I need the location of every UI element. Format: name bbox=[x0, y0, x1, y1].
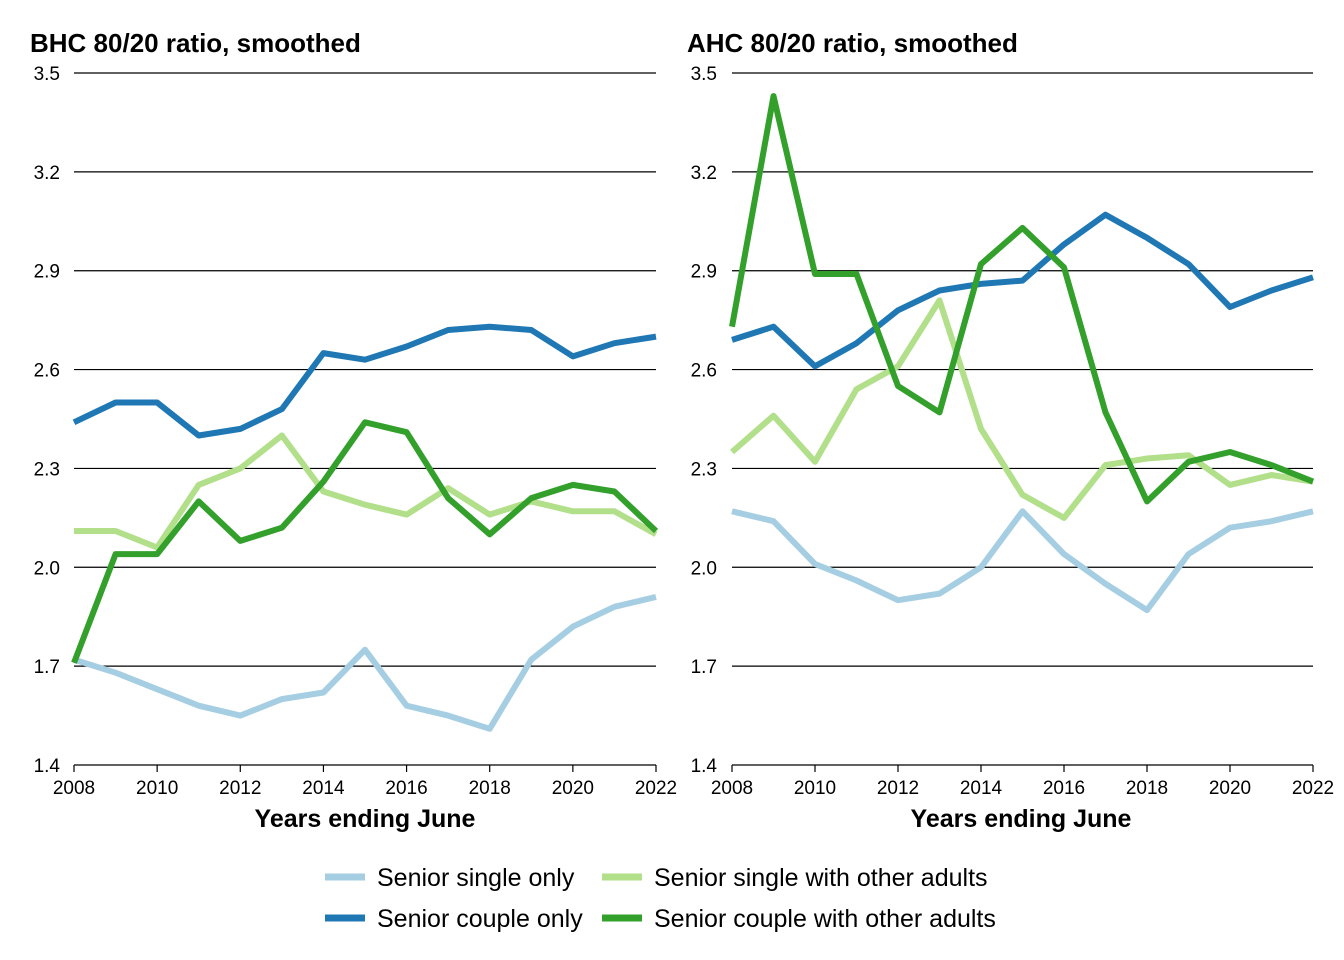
ahc-series-senior-couple-only bbox=[731, 211, 1314, 370]
ahc-y-tick-label: 2.9 bbox=[691, 262, 717, 283]
ahc-x-tick-label: 2022 bbox=[1292, 778, 1334, 799]
ahc-y-tick-label: 2.6 bbox=[691, 361, 717, 382]
bhc-series-lines bbox=[71, 323, 659, 732]
bhc-series-senior-couple-only bbox=[72, 323, 657, 439]
legend: Senior single only Senior single with ot… bbox=[325, 864, 996, 933]
ahc-x-tick-label: 2014 bbox=[960, 778, 1003, 799]
ahc-x-tick-label: 2018 bbox=[1126, 778, 1168, 799]
bhc-y-tick-label: 1.7 bbox=[34, 657, 60, 678]
legend-item-senior-couple-with-other-adults: Senior couple with other adults bbox=[602, 905, 996, 933]
ahc-y-tick-label: 2.0 bbox=[691, 558, 717, 579]
legend-item-senior-single-only: Senior single only bbox=[325, 864, 575, 892]
ahc-y-tick-label: 1.4 bbox=[691, 756, 718, 777]
bhc-x-tick-label: 2022 bbox=[635, 778, 677, 799]
ahc-y-tick-label: 2.3 bbox=[691, 459, 717, 480]
ahc-chart-title: AHC 80/20 ratio, smoothed bbox=[687, 28, 1018, 58]
ahc-x-axis-label: Years ending June bbox=[911, 805, 1132, 833]
legend-label: Senior couple only bbox=[377, 905, 583, 933]
bhc-series-senior-single-with-other-adults bbox=[74, 432, 658, 551]
bhc-chart-title: BHC 80/20 ratio, smoothed bbox=[30, 28, 361, 58]
legend-item-senior-couple-only: Senior couple only bbox=[325, 905, 583, 933]
bhc-y-tick-label: 2.9 bbox=[34, 262, 60, 283]
bhc-y-tick-label: 3.2 bbox=[34, 163, 60, 184]
bhc-y-tick-label: 3.5 bbox=[34, 64, 60, 85]
bhc-series-senior-single-only bbox=[73, 593, 657, 732]
bhc-gridlines bbox=[74, 72, 656, 667]
ahc-x-tick-label: 2020 bbox=[1209, 778, 1251, 799]
ahc-series-lines bbox=[729, 93, 1315, 614]
bhc-x-tick-labels: 2008 2010 2012 2014 2016 2018 2020 2022 bbox=[53, 765, 677, 799]
ahc-x-tick-label: 2008 bbox=[711, 778, 753, 799]
bhc-x-tick-label: 2014 bbox=[302, 778, 345, 799]
bhc-series-senior-couple-with-other-adults bbox=[71, 419, 659, 664]
legend-item-senior-single-with-other-adults: Senior single with other adults bbox=[602, 864, 988, 892]
ahc-gridlines bbox=[732, 72, 1313, 667]
ahc-chart: AHC 80/20 ratio, smoothed 3.5 3.2 2.9 2.6 2.… bbox=[687, 28, 1334, 833]
ahc-series-senior-single-only bbox=[731, 508, 1314, 614]
ahc-y-tick-label: 1.7 bbox=[691, 657, 717, 678]
ahc-y-tick-label: 3.2 bbox=[691, 163, 717, 184]
ahc-x-tick-label: 2012 bbox=[877, 778, 919, 799]
ahc-x-tick-label: 2010 bbox=[794, 778, 836, 799]
bhc-x-axis-label: Years ending June bbox=[255, 805, 476, 833]
bhc-y-tick-label: 2.6 bbox=[34, 361, 60, 382]
bhc-x-tick-label: 2016 bbox=[385, 778, 427, 799]
ahc-series-senior-single-with-other-adults bbox=[730, 297, 1314, 521]
bhc-chart: BHC 80/20 ratio, smoothed 3.5 3.2 2.9 2.6 2.… bbox=[30, 28, 677, 833]
legend-label: Senior single only bbox=[377, 864, 575, 892]
bhc-x-tick-label: 2020 bbox=[552, 778, 594, 799]
bhc-y-tick-labels: 3.5 3.2 2.9 2.6 2.3 2.0 1.7 1.4 bbox=[34, 64, 61, 777]
ahc-x-tick-label: 2016 bbox=[1043, 778, 1085, 799]
bhc-x-tick-label: 2010 bbox=[136, 778, 178, 799]
bhc-x-tick-label: 2008 bbox=[53, 778, 95, 799]
ahc-x-tick-labels: 2008 2010 2012 2014 2016 2018 2020 2022 bbox=[711, 765, 1334, 799]
ahc-y-tick-label: 3.5 bbox=[691, 64, 717, 85]
bhc-y-tick-label: 1.4 bbox=[34, 756, 61, 777]
ahc-series-senior-couple-with-other-adults bbox=[729, 93, 1315, 505]
legend-label: Senior single with other adults bbox=[654, 864, 988, 892]
ahc-y-tick-labels: 3.5 3.2 2.9 2.6 2.3 2.0 1.7 1.4 bbox=[691, 64, 718, 777]
bhc-y-tick-label: 2.0 bbox=[34, 558, 60, 579]
legend-label: Senior couple with other adults bbox=[654, 905, 996, 933]
bhc-x-tick-label: 2012 bbox=[219, 778, 261, 799]
bhc-x-tick-label: 2018 bbox=[469, 778, 511, 799]
bhc-y-tick-label: 2.3 bbox=[34, 459, 60, 480]
